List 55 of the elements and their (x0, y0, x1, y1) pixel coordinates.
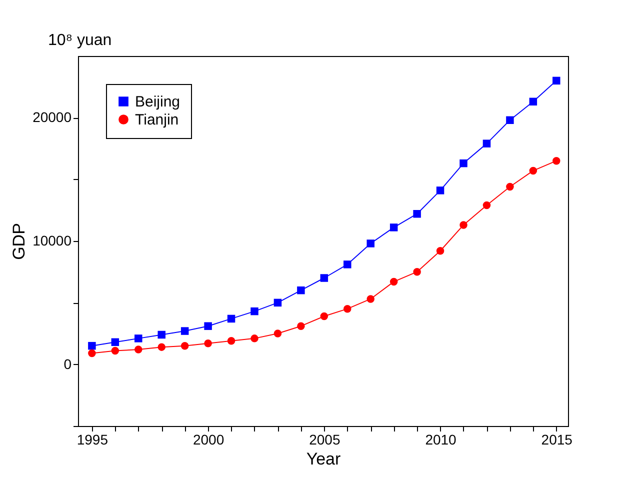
point (506, 116, 514, 124)
point (297, 322, 305, 330)
point (344, 260, 352, 268)
point (158, 330, 166, 339)
point (482, 140, 491, 148)
legend-label: Tianjin (135, 112, 179, 128)
x-tick-label: 2005 (309, 432, 340, 448)
point (320, 274, 328, 282)
point (460, 159, 468, 168)
legend-label: Beijing (135, 94, 180, 110)
y-tick-label: 20000 (32, 109, 72, 126)
point (134, 346, 142, 354)
point (390, 278, 398, 286)
point (297, 286, 305, 294)
point (204, 340, 212, 348)
point (413, 268, 421, 276)
point (250, 334, 258, 342)
x-tick-label: 2010 (425, 432, 457, 448)
text: 10⁸ yuan (48, 32, 112, 49)
point (134, 334, 142, 342)
point (204, 322, 212, 330)
point (390, 224, 398, 232)
point (88, 342, 96, 350)
point (320, 312, 328, 320)
y-tick-label: 0 (64, 356, 72, 372)
point (482, 201, 491, 210)
y-axis-title: GDP (10, 223, 29, 260)
point (227, 337, 236, 345)
point (552, 156, 560, 165)
point (111, 346, 120, 355)
y-tick-label: 10000 (32, 232, 72, 248)
point (227, 314, 236, 323)
point (506, 182, 514, 191)
point (274, 330, 282, 338)
point (111, 338, 120, 346)
point (529, 98, 538, 106)
point (529, 166, 538, 175)
point (413, 210, 421, 218)
x-tick-label: 1995 (76, 432, 108, 448)
x-tick-label: 2000 (192, 432, 224, 448)
point (344, 304, 352, 313)
point (366, 240, 374, 248)
point (250, 307, 258, 316)
point (366, 295, 374, 303)
point (158, 343, 166, 351)
point (552, 76, 560, 85)
x-axis-title: Year (306, 450, 342, 468)
point (436, 247, 444, 255)
point (436, 186, 444, 194)
point (180, 327, 189, 335)
point (88, 349, 96, 358)
point (180, 342, 189, 350)
x-tick-label: 2015 (541, 432, 573, 448)
point (274, 298, 282, 307)
point (460, 221, 468, 229)
